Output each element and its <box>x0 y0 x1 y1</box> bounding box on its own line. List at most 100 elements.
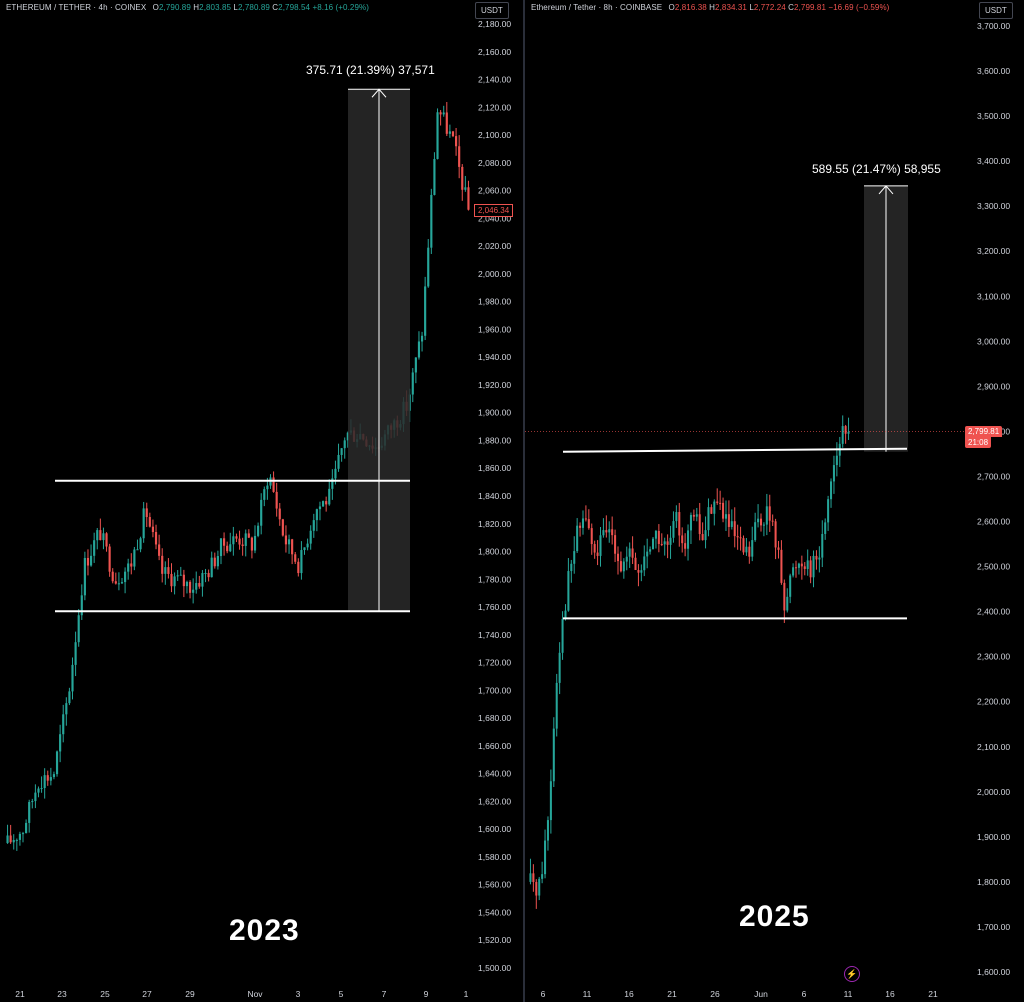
candle-body <box>114 581 117 584</box>
y-tick-label: 1,940.00 <box>478 352 511 362</box>
candle-body <box>803 566 806 569</box>
candle-body <box>710 507 713 514</box>
candle-body <box>544 840 547 875</box>
candle-body <box>213 557 216 567</box>
candle-body <box>99 530 102 541</box>
y-tick-label: 1,700.00 <box>977 922 1010 932</box>
close-label: C <box>788 3 795 12</box>
x-tick-label: 6 <box>541 989 546 999</box>
candle-body <box>719 502 722 504</box>
y-tick-label: 1,800.00 <box>478 547 511 557</box>
candle-body <box>707 507 710 531</box>
y-tick-label: 1,900.00 <box>977 832 1010 842</box>
symbol-label[interactable]: ETHEREUM / TETHER · 4h · COINEX <box>6 3 147 12</box>
candle-body <box>182 574 185 587</box>
candle-body <box>675 512 678 522</box>
candle-body <box>278 508 281 520</box>
channel-top-line[interactable] <box>562 447 908 453</box>
open-label: O <box>668 3 675 12</box>
candle-body <box>596 552 599 556</box>
candle-body <box>666 541 669 545</box>
candle-body <box>250 537 254 551</box>
candle-body <box>170 573 173 587</box>
lightning-icon[interactable]: ⚡ <box>844 966 860 982</box>
candle-body <box>774 521 777 548</box>
candle-body <box>751 540 754 557</box>
y-tick-label: 2,080.00 <box>478 158 511 168</box>
candle-body <box>185 581 189 587</box>
y-tick-label: 2,120.00 <box>478 102 511 112</box>
candle-body <box>328 488 331 505</box>
candle-body <box>663 541 666 545</box>
panel-divider[interactable] <box>523 0 525 1002</box>
candle-body <box>12 840 15 843</box>
candle-body <box>340 448 343 455</box>
candle-body <box>124 571 127 583</box>
y-tick-label: 1,700.00 <box>478 685 511 695</box>
ohlc-header: Ethereum / Tether · 8h · COINBASE O2,816… <box>531 3 889 12</box>
y-tick-label: 2,180.00 <box>478 19 511 29</box>
candle-body <box>844 426 847 434</box>
candle-body <box>15 839 18 841</box>
candle-body <box>573 551 576 564</box>
candle-body <box>65 703 68 715</box>
candle-body <box>742 538 745 553</box>
chart-panel-2025: 3,700.00 3,600.00 3,500.00 3,400.00 3,300.00… <box>525 0 1024 1002</box>
candle-body <box>136 549 139 551</box>
year-label: 2025 <box>739 900 810 933</box>
price-chart-2023[interactable]: 2,180.00 2,160.00 2,140.00 2,120.00 2,100.00… <box>0 0 523 1002</box>
candle-body <box>640 570 643 573</box>
candle-body <box>117 583 120 585</box>
y-tick-label: 3,100.00 <box>977 291 1010 301</box>
candle-body <box>445 112 448 134</box>
candle-body <box>616 553 620 562</box>
candle-body <box>570 563 573 572</box>
y-tick-label: 2,600.00 <box>977 517 1010 527</box>
high-value: 2,803.85 <box>199 3 232 12</box>
candle-body <box>783 582 786 611</box>
y-tick-label: 1,720.00 <box>478 658 511 668</box>
y-tick-label: 2,000.00 <box>977 787 1010 797</box>
candle-body <box>786 596 789 611</box>
candle-body <box>549 781 552 821</box>
candle-body <box>689 514 692 531</box>
candle-body <box>815 555 818 560</box>
low-value: 2,772.24 <box>753 3 786 12</box>
candle-body <box>611 529 614 536</box>
candle-body <box>275 491 278 509</box>
candle-body <box>754 522 757 541</box>
candle-body <box>219 538 223 557</box>
candle-body <box>736 536 739 538</box>
candle-body <box>260 499 263 526</box>
candle-body <box>49 777 52 781</box>
candle-body <box>631 548 634 558</box>
currency-button[interactable]: USDT <box>979 2 1013 19</box>
candle-body <box>830 481 833 500</box>
candle-body <box>321 501 325 507</box>
candle-body <box>164 567 167 574</box>
x-tick-label: 11 <box>583 989 592 999</box>
candle-body <box>424 286 427 336</box>
candle-body <box>241 544 244 546</box>
candle-body <box>727 514 730 527</box>
y-tick-label: 1,960.00 <box>478 324 511 334</box>
price-chart-2025[interactable]: 3,700.00 3,600.00 3,500.00 3,400.00 3,300.00… <box>525 0 1024 1002</box>
candle-body <box>102 533 105 541</box>
y-tick-label: 3,400.00 <box>977 156 1010 166</box>
candle-body <box>201 573 204 587</box>
candle-body <box>148 517 151 527</box>
candle-body <box>257 525 260 536</box>
candle-body <box>284 535 288 545</box>
candle-body <box>436 112 439 159</box>
candle-body <box>331 478 334 489</box>
bar-countdown: 21:08 <box>965 437 992 448</box>
candle-body <box>222 538 226 546</box>
candle-body <box>625 556 628 562</box>
candle-body <box>722 502 725 519</box>
candle-body <box>238 538 241 545</box>
candle-body <box>695 514 698 517</box>
candle-body <box>281 519 284 536</box>
currency-button[interactable]: USDT <box>475 2 509 19</box>
x-tick-label: 11 <box>844 989 853 999</box>
symbol-label[interactable]: Ethereum / Tether · 8h · COINBASE <box>531 3 663 12</box>
